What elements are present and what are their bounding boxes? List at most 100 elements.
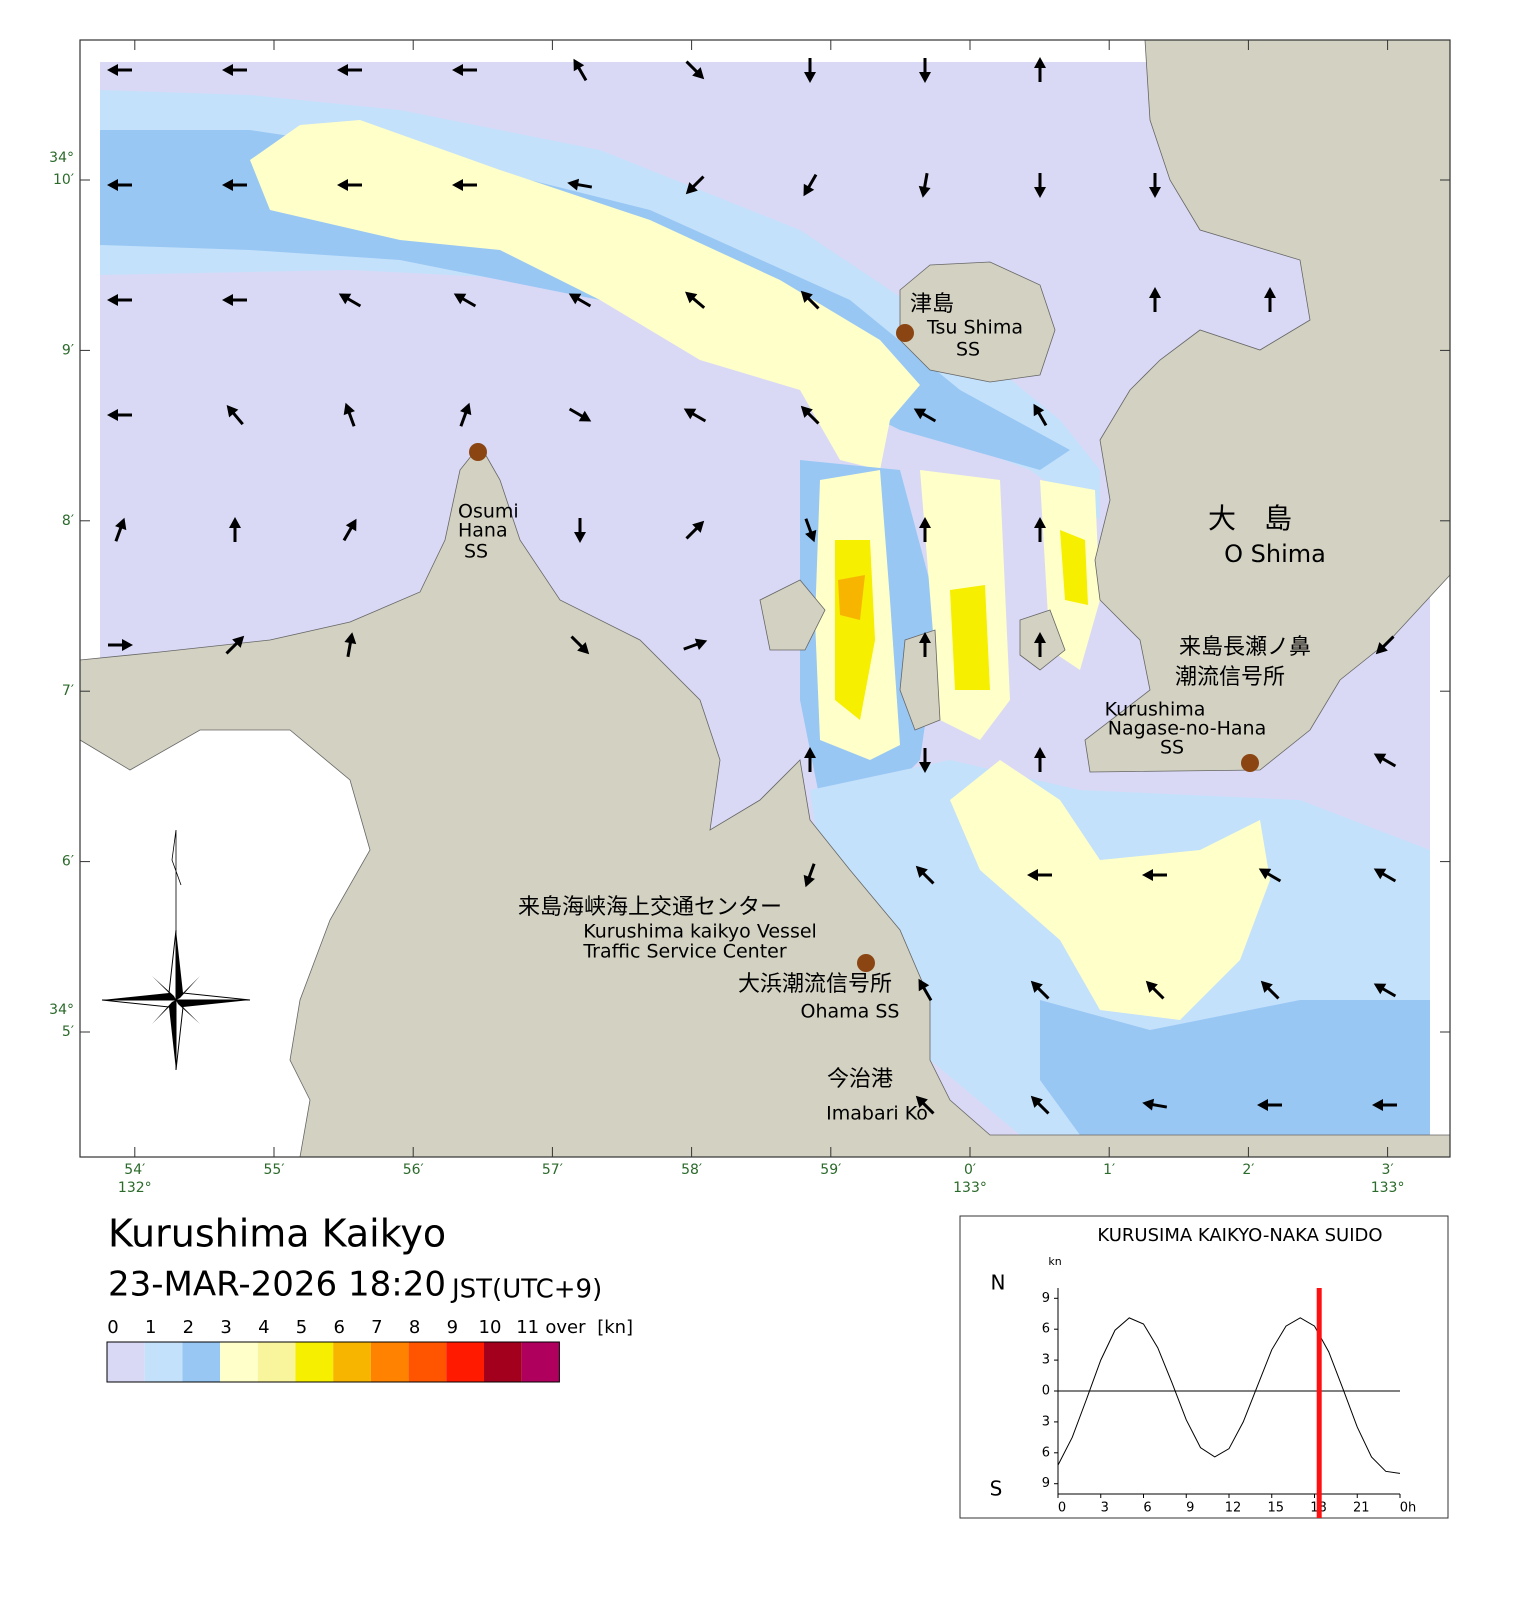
lat-tick-label: 10′ (53, 172, 74, 188)
place-label: 大浜潮流信号所 (738, 972, 892, 997)
land (79, 444, 1451, 1158)
lon-degree-label: 133° (953, 1180, 987, 1196)
island (759, 579, 826, 651)
y-tick-label: 6 (1042, 1445, 1050, 1460)
x-tick-label: 0h (1400, 1501, 1417, 1516)
lon-tick-label: 59′ (820, 1162, 841, 1178)
station (896, 324, 914, 342)
x-tick-label: 9 (1186, 1501, 1194, 1516)
current-arrow (1260, 980, 1280, 1000)
y-tick-label: 0 (1042, 1384, 1050, 1399)
tide-chart-frame (959, 1215, 1449, 1519)
speed-band (950, 760, 1270, 1020)
current-arrow (918, 172, 931, 198)
place-label: O Shima (1224, 540, 1326, 568)
lat-tick-label: 9′ (62, 342, 74, 358)
legend-label: 3 (220, 1317, 231, 1338)
legend-swatch (144, 1342, 183, 1382)
current-arrow (1034, 173, 1046, 198)
current-arrow (107, 64, 132, 76)
current-arrow (1149, 173, 1161, 198)
legend-swatch (257, 1342, 296, 1382)
place-label: Nagase-no-Hana (1108, 718, 1267, 740)
current-arrow (574, 518, 586, 543)
current-arrow (800, 405, 820, 425)
current-arrow (1373, 868, 1397, 883)
chart-title: KURUSIMA KAIKYO-NAKA SUIDO (1097, 1225, 1382, 1246)
lon-tick-label: 57′ (542, 1162, 563, 1178)
legend-swatch (107, 1342, 145, 1382)
current-arrow (568, 407, 592, 422)
current-arrows (107, 57, 1397, 1115)
place-label: 来島海峡海上交通センター (518, 895, 782, 920)
place-label: Hana (458, 520, 508, 542)
current-arrow (919, 517, 931, 542)
current-arrow (1034, 57, 1046, 82)
current-arrow (1264, 287, 1276, 312)
current-arrow (1145, 980, 1165, 1000)
map: 津島 Tsu Shima SS Osumi Hana SS 大 島 O Shim… (79, 39, 1451, 1158)
current-arrow (919, 748, 931, 773)
current-arrow (803, 173, 818, 197)
current-arrow (1033, 403, 1048, 427)
place-label: Ohama SS (801, 1001, 900, 1023)
legend-unit: [kn] (597, 1317, 633, 1338)
lon-tick-label: 56′ (403, 1162, 424, 1178)
current-arrow (107, 179, 132, 191)
current-arrow (1142, 869, 1167, 881)
y-tick-label: 3 (1042, 1414, 1050, 1429)
lat-tick-label: 7′ (62, 683, 74, 699)
timezone: JST(UTC+9) (450, 1275, 602, 1305)
current-arrow (1030, 980, 1050, 1000)
legend-swatch (408, 1342, 447, 1382)
lon-tick-label: 58′ (681, 1162, 702, 1178)
current-arrow (338, 293, 362, 308)
legend-swatch (521, 1342, 560, 1382)
lon-tick-label: 55′ (264, 1162, 285, 1178)
place-label: Kurushima kaikyo Vessel (583, 921, 817, 943)
legend-swatch (220, 1342, 258, 1382)
current-arrow (1034, 632, 1046, 657)
current-arrow (114, 517, 127, 542)
station (469, 443, 487, 461)
place-label: 来島長瀬ノ鼻 (1179, 635, 1311, 660)
y-tick-label: 3 (1042, 1353, 1050, 1368)
current-arrow (107, 409, 132, 421)
current-arrow (344, 632, 357, 658)
lon-degree-label: 133° (1371, 1180, 1405, 1196)
lon-tick-label: 0′ (964, 1162, 976, 1178)
current-arrow (229, 517, 241, 542)
current-arrow (342, 518, 357, 542)
current-arrow (1373, 753, 1397, 768)
place-label: 潮流信号所 (1175, 665, 1285, 690)
island (899, 629, 941, 731)
current-arrow (1373, 983, 1397, 998)
current-arrow (804, 518, 817, 543)
current-arrow (1372, 1099, 1397, 1111)
tide-chart: 96303690369121518210h (1042, 1288, 1417, 1518)
current-arrow (337, 179, 362, 191)
legend-label: 5 (296, 1317, 307, 1338)
current-arrow (343, 402, 356, 427)
legend-label: 10 (479, 1317, 502, 1338)
current-arrow (452, 179, 477, 191)
current-arrow (452, 64, 477, 76)
x-tick-label: 6 (1143, 1501, 1151, 1516)
current-arrow (683, 638, 708, 651)
legend-label: 0 (107, 1317, 118, 1338)
current-arrow (1142, 1098, 1168, 1111)
current-arrow (337, 64, 362, 76)
title: Kurushima Kaikyo (108, 1212, 446, 1256)
current-arrow (567, 178, 593, 191)
compass-rose (101, 829, 251, 1071)
current-arrow (685, 175, 705, 195)
x-tick-label: 0 (1058, 1501, 1066, 1516)
legend-label: 11 (516, 1317, 539, 1338)
current-arrow (568, 293, 592, 308)
legend: 0 1 2 3 4 5 6 7 8 9 10 11 over [kn] (106, 1317, 633, 1383)
datetime: 23-MAR-2026 18:20 (108, 1265, 446, 1305)
current-arrow (685, 60, 705, 80)
map-frame (79, 39, 1451, 1158)
north-label: N (991, 1271, 1006, 1295)
place-label: SS (956, 339, 980, 361)
